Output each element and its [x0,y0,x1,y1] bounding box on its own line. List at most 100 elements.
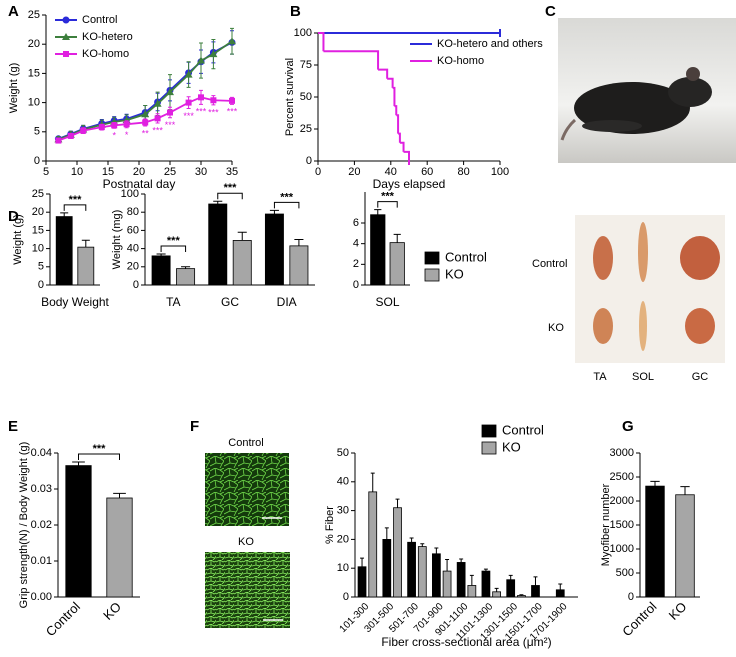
bar [289,245,309,286]
significance: *** [69,194,83,206]
y-tick-label: 4 [353,238,359,250]
panel-label: F [190,418,199,435]
y-tick-label: 0.00 [31,591,52,603]
error-bar [60,212,69,217]
y-tick-label: 100 [294,27,312,39]
photo-label: GC [692,371,709,383]
y-tick-label: 20 [28,38,40,50]
x-tick-label: 80 [457,166,469,178]
bar [106,497,133,598]
y-tick-label: 60 [127,224,139,236]
x-tick-label: 20 [348,166,360,178]
bar [432,553,441,598]
y-tick-label: 0 [306,155,312,167]
y-axis-label: Weight (g) [12,214,24,265]
legend-swatch [424,268,440,282]
x-tick-label: KO [100,599,124,623]
significance: *** [196,107,207,117]
marker [229,97,235,104]
significance: *** [165,120,176,130]
marker [198,94,204,101]
y-tick-label: 0.04 [31,447,52,459]
legend-swatch [481,424,497,438]
photo-label: TA [593,371,607,383]
marker [184,70,193,78]
micrograph-label: Control [228,437,263,449]
bar [65,465,92,598]
error-bar [374,209,382,215]
legend-swatch [424,251,440,265]
legend-label: KO-hetero [82,31,133,43]
y-tick-label: 500 [616,567,634,579]
marker [209,50,218,58]
y-tick-label: 2 [353,258,359,270]
marker [111,122,118,129]
significance: ** [142,128,150,138]
error-bar [494,587,499,592]
x-tick-label: GC [221,295,239,309]
bar [151,255,171,286]
y-tick-label: 80 [127,206,139,218]
legend-label: KO-hetero and others [437,38,543,50]
survival-step [394,105,398,116]
error-bar [360,557,365,567]
y-tick-label: 0.03 [31,483,52,495]
error-bar [81,239,90,248]
y-tick-label: 40 [127,243,139,255]
y-axis-label: Weight (mg) [111,210,123,270]
error-bar [434,547,439,554]
error-bar [294,239,304,246]
significance: *** [381,190,395,202]
error-bar [459,558,464,563]
y-tick-label: 15 [32,224,44,236]
x-axis-label: Body Weight [41,295,109,309]
y-tick-label: 20 [127,261,139,273]
legend-label: Control [445,249,487,264]
y-tick-label: 5 [34,126,40,138]
y-tick-label: 10 [32,243,44,255]
marker [80,127,87,134]
x-tick-label: DIA [277,295,297,309]
legend-label: Control [82,14,117,26]
x-tick-label: TA [166,295,180,309]
bar [645,485,665,598]
x-tick-label: 0 [315,166,321,178]
y-axis-label: Percent survival [284,58,296,136]
marker [185,99,192,106]
marker [154,115,161,122]
error-bar [395,498,400,508]
bar [467,585,477,598]
y-tick-label: 0 [38,279,44,291]
significance-bracket [63,204,87,211]
y-tick-label: 75 [300,59,312,71]
y-tick-label: 30 [337,505,349,517]
marker [141,110,150,118]
bar [506,579,516,598]
y-tick-label: 2000 [610,495,634,507]
marker [210,97,217,104]
survival-step [398,132,401,143]
x-tick-label: Control [43,599,83,639]
y-tick-label: 5 [38,261,44,273]
bar [555,589,565,598]
legend-label: KO [445,266,464,281]
x-axis-label: Days elapsed [373,177,446,191]
legend-marker [62,33,70,40]
y-tick-label: 1500 [610,519,634,531]
marker [123,121,130,128]
panel-label: A [8,3,19,20]
significance-bracket [217,192,243,200]
bar [417,546,427,598]
bar [368,491,378,598]
error-bar [420,543,425,547]
survival-step [392,86,396,107]
error-bar [445,559,450,572]
significance: *** [224,182,238,194]
bar [55,216,73,286]
error-bar [393,233,401,243]
photo-label: SOL [632,371,654,383]
bar [456,562,466,598]
y-tick-label: 0 [133,279,139,291]
y-tick-label: 25 [32,188,44,200]
